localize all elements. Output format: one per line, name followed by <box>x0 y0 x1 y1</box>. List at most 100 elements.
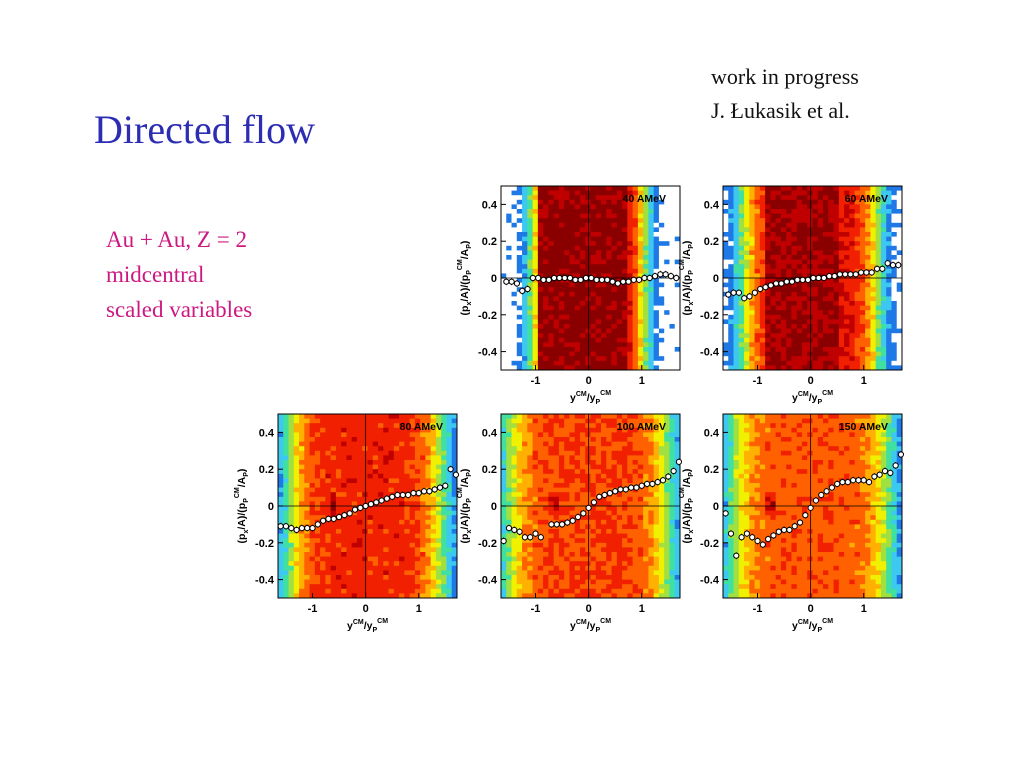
heatmap-cell <box>579 547 586 553</box>
heatmap-cell <box>346 538 353 544</box>
heatmap-cell <box>823 259 829 265</box>
heatmap-cell <box>611 186 618 191</box>
heatmap-cell <box>558 450 565 456</box>
heatmap-cell <box>522 186 528 191</box>
heatmap-cell <box>849 278 856 283</box>
heatmap-cell <box>553 464 560 470</box>
heatmap-cell <box>527 337 533 343</box>
heatmap-cell <box>278 469 284 475</box>
heatmap-cell <box>896 342 903 348</box>
heatmap-cell <box>723 324 729 329</box>
heatmap-cell <box>574 232 581 237</box>
heatmap-cell <box>506 565 512 571</box>
heatmap-cell <box>653 301 660 306</box>
heatmap-cell <box>823 204 829 210</box>
heatmap-cell <box>632 282 639 288</box>
heatmap-cell <box>601 222 607 228</box>
heatmap-cell <box>849 328 856 334</box>
heatmap-cell <box>430 584 437 590</box>
heatmap-cell <box>558 209 565 214</box>
heatmap-cell <box>828 278 834 283</box>
heatmap-cell <box>532 314 539 320</box>
heatmap-cell <box>744 347 750 352</box>
heatmap-cell <box>367 473 374 479</box>
heatmap-cell <box>738 342 745 348</box>
heatmap-cell <box>425 506 432 511</box>
heatmap-cell <box>801 356 808 362</box>
heatmap-cell <box>574 291 581 297</box>
heatmap-cell <box>770 273 777 279</box>
heatmap-cell <box>404 529 411 534</box>
heatmap-cell <box>341 478 347 484</box>
heatmap-cell <box>643 259 649 265</box>
heatmap-cell <box>425 478 432 484</box>
heatmap-cell <box>749 328 755 334</box>
heatmap-cell <box>786 282 792 288</box>
heatmap-cell <box>786 255 792 260</box>
heatmap-cell <box>770 278 777 283</box>
heatmap-cell <box>823 301 829 306</box>
heatmap-cell <box>548 347 555 352</box>
heatmap-cell <box>511 291 518 297</box>
heatmap-cell <box>341 533 347 539</box>
heatmap-cells <box>501 186 681 371</box>
heatmap-cell <box>606 365 612 371</box>
heatmap-cell <box>611 351 618 357</box>
heatmap-cell <box>351 418 358 424</box>
heatmap-cell <box>356 561 363 567</box>
heatmap-cell <box>590 278 597 283</box>
heatmap-cell <box>553 268 560 274</box>
heatmap-cell <box>870 259 877 265</box>
heatmap-cell <box>548 575 555 580</box>
heatmap-cell <box>522 464 528 470</box>
heatmap-cell <box>759 342 766 348</box>
heatmap-cell <box>880 310 887 316</box>
heatmap-cell <box>658 287 665 293</box>
heatmap-cell <box>738 245 745 251</box>
heatmap-cell <box>891 259 898 265</box>
heatmap-cell <box>896 186 903 191</box>
heatmap-cell <box>506 483 512 488</box>
heatmap-cell <box>414 441 421 447</box>
heatmap-cell <box>849 264 856 270</box>
heatmap-cell <box>548 501 555 507</box>
heatmap-cell <box>723 199 729 205</box>
heatmap-cell <box>875 227 882 233</box>
heatmap-cell <box>564 222 570 228</box>
heatmap-cell <box>516 510 523 516</box>
heatmap-cell <box>404 423 411 429</box>
heatmap-cell <box>511 287 518 293</box>
heatmap-cell <box>775 314 782 320</box>
heatmap-cell <box>669 291 676 297</box>
heatmap-cell <box>579 241 586 247</box>
heatmap-cell <box>780 337 787 343</box>
heatmap-cell <box>511 342 518 348</box>
heatmap-cell <box>780 250 787 256</box>
heatmap-cell <box>516 190 523 196</box>
heatmap-cell <box>314 529 321 534</box>
heatmap-cell <box>309 464 316 470</box>
heatmap-cell <box>325 455 332 461</box>
heatmap-cell <box>553 510 560 516</box>
heatmap-cell <box>388 501 395 507</box>
heatmap-cell <box>823 296 829 302</box>
heatmap-cell <box>341 427 347 433</box>
heatmap-cell <box>293 588 300 594</box>
heatmap-cell <box>346 473 353 479</box>
heatmap-cell <box>849 218 856 224</box>
heatmap-cell <box>759 190 766 196</box>
heatmap-cell <box>362 593 368 599</box>
heatmap-cell <box>744 241 750 247</box>
heatmap-cell <box>501 464 507 470</box>
heatmap-cell <box>801 337 808 343</box>
heatmap-cell <box>335 469 342 475</box>
heatmap-cell <box>532 464 539 470</box>
heatmap-cell <box>574 333 581 339</box>
heatmap-cell <box>346 561 353 567</box>
heatmap-cell <box>330 446 337 452</box>
heatmap-cell <box>532 204 539 210</box>
heatmap-cell <box>622 218 628 224</box>
heatmap-cell <box>430 483 437 488</box>
heatmap-cell <box>728 296 734 302</box>
heatmap-cell <box>388 556 395 562</box>
